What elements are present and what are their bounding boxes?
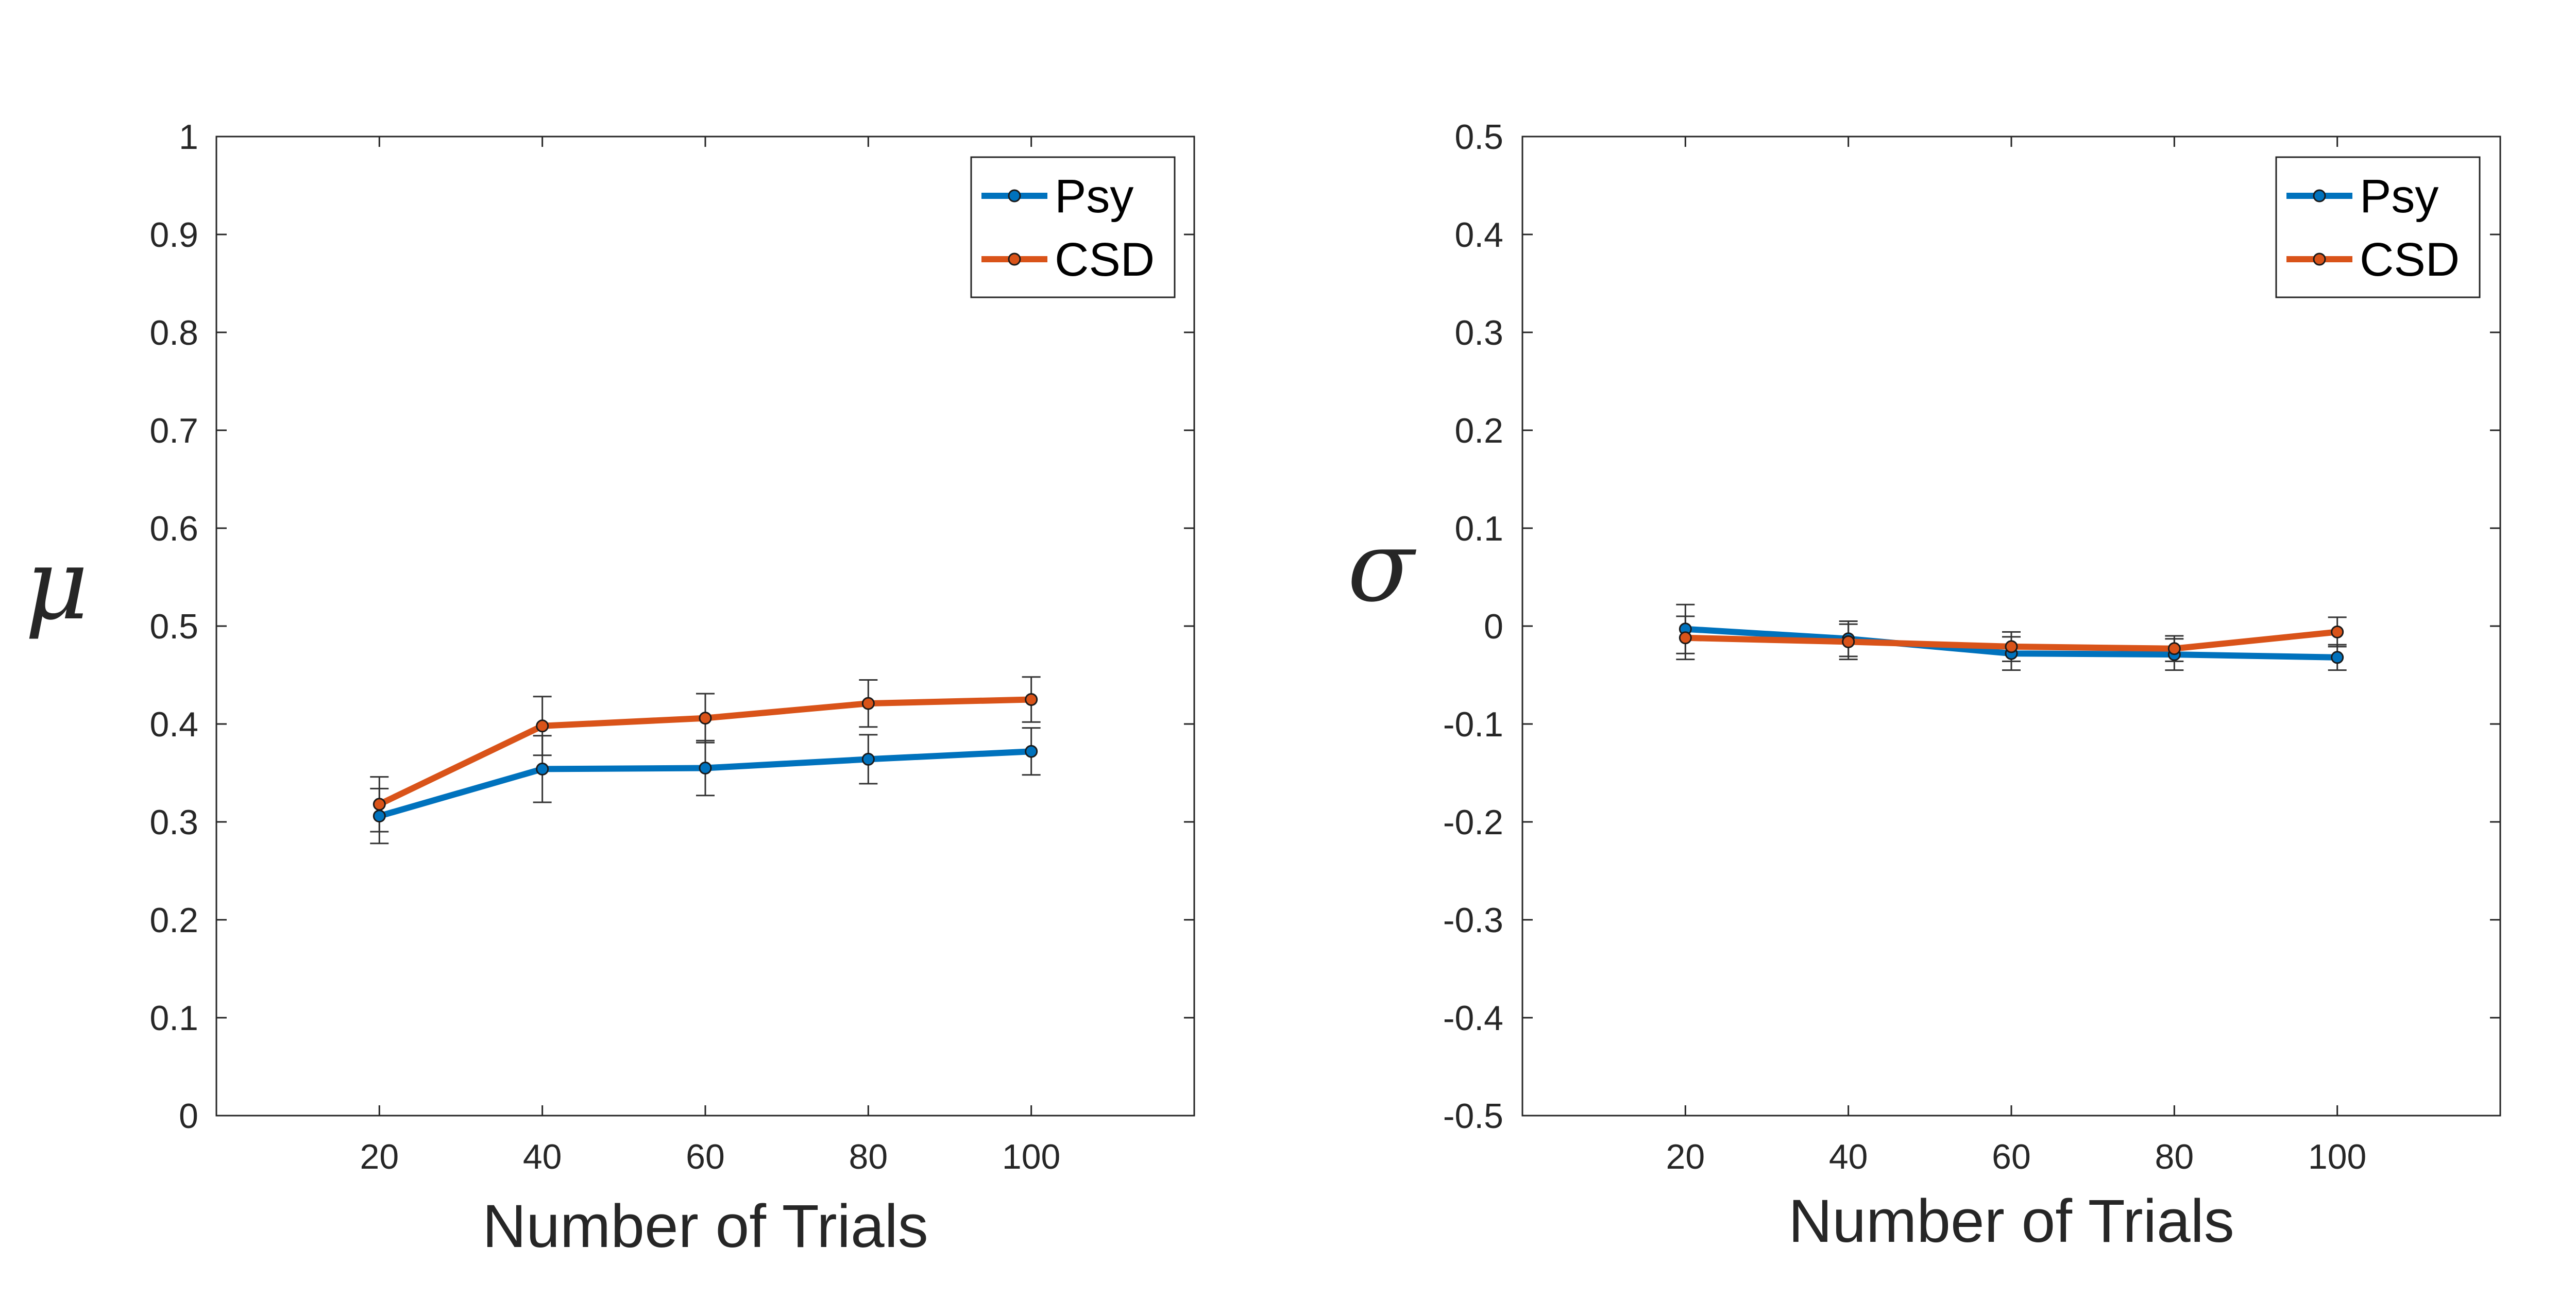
- y-tick-label: -0.3: [1443, 901, 1503, 940]
- legend-marker-csd: [2313, 252, 2326, 266]
- y-tick-label: 0: [179, 1097, 198, 1136]
- legend-label-psy: Psy: [2360, 170, 2438, 223]
- y-tick-label: 0.4: [149, 705, 198, 744]
- legend-label-psy: Psy: [1055, 170, 1133, 223]
- x-tick-label: 40: [523, 1137, 562, 1176]
- data-point-csd: [861, 697, 875, 710]
- data-point-csd: [2167, 642, 2181, 655]
- legend-marker-psy: [2313, 189, 2326, 203]
- y-tick-label: 0.7: [149, 411, 198, 450]
- legend-marker-psy: [1008, 189, 1021, 203]
- data-point-csd: [536, 719, 549, 733]
- y-tick-label: 0.1: [149, 999, 198, 1038]
- chart-panel-1: 0 0.1 0.2 0.3 0.4 0.5 0.6 0.7 0.8 0.9 1 20 40 60 80 100…: [25, 117, 1195, 1260]
- y-axis-label: σ: [1347, 510, 1416, 624]
- x-tick-label: 100: [1002, 1137, 1060, 1176]
- y-tick-label: -0.2: [1443, 803, 1503, 842]
- y-tick-label: 0.5: [149, 607, 198, 646]
- y-tick-label: 0: [1484, 607, 1503, 646]
- y-tick-label: -0.5: [1443, 1097, 1503, 1136]
- y-tick-label: 0.9: [149, 215, 198, 255]
- legend-label-csd: CSD: [1055, 233, 1155, 286]
- data-point-psy: [1025, 745, 1038, 758]
- legend-box: [2275, 156, 2481, 298]
- data-point-csd: [699, 712, 712, 725]
- data-point-csd: [1842, 635, 1855, 648]
- y-tick-label: -0.4: [1443, 999, 1503, 1038]
- x-tick-label: 20: [360, 1137, 399, 1176]
- y-tick-label: -0.1: [1443, 705, 1503, 744]
- legend-box: [970, 156, 1176, 298]
- legend-marker-csd: [1008, 252, 1021, 266]
- data-point-csd: [1679, 631, 1692, 645]
- y-tick-label: 0.3: [149, 803, 198, 842]
- y-axis-label: μ: [25, 528, 88, 642]
- chart-panel-2: -0.5 -0.4 -0.3 -0.2 -0.1 0 0.1 0.2 0.3 0.4 0.5 20 40…: [1347, 117, 2501, 1255]
- data-point-psy: [2331, 651, 2344, 664]
- y-tick-label: 0.5: [1454, 117, 1503, 157]
- y-tick-label: 0.8: [149, 313, 198, 352]
- data-point-psy: [536, 762, 549, 776]
- x-tick-label: 20: [1666, 1137, 1705, 1176]
- y-tick-label: 0.4: [1454, 215, 1503, 255]
- x-tick-label: 80: [2155, 1137, 2194, 1176]
- data-point-csd: [372, 798, 386, 811]
- data-point-csd: [1025, 693, 1038, 706]
- y-tick-label: 0.2: [1454, 411, 1503, 450]
- y-tick-label: 0.1: [1454, 509, 1503, 548]
- y-tick-label: 0.2: [149, 901, 198, 940]
- x-tick-label: 40: [1829, 1137, 1868, 1176]
- x-tick-label: 100: [2308, 1137, 2366, 1176]
- data-point-psy: [372, 810, 386, 823]
- data-point-psy: [861, 752, 875, 766]
- x-tick-label: 60: [1992, 1137, 2031, 1176]
- x-axis-label: Number of Trials: [482, 1192, 928, 1260]
- y-tick-label: 0.6: [149, 509, 198, 548]
- data-point-psy: [699, 762, 712, 774]
- plot-area: [215, 136, 1195, 1117]
- data-point-csd: [2005, 640, 2018, 653]
- legend-label-csd: CSD: [2360, 233, 2460, 286]
- x-axis-label: Number of Trials: [1788, 1187, 2234, 1255]
- legend: Psy CSD: [970, 156, 1176, 298]
- x-tick-label: 60: [686, 1137, 725, 1176]
- data-point-csd: [2331, 625, 2344, 638]
- x-tick-label: 80: [849, 1137, 888, 1176]
- y-tick-label: 1: [179, 117, 198, 157]
- legend: Psy CSD: [2275, 156, 2481, 298]
- y-tick-label: 0.3: [1454, 313, 1503, 352]
